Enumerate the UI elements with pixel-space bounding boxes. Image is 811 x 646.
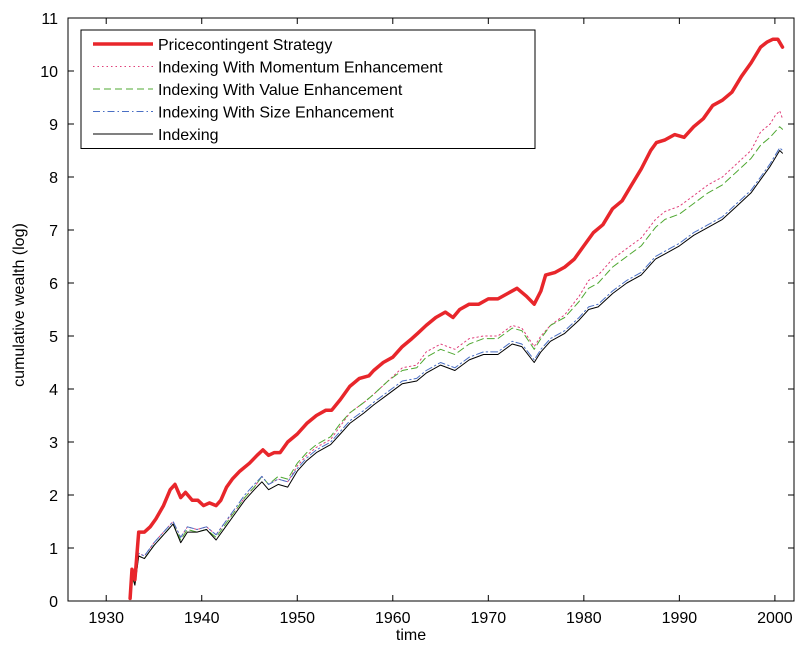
x-tick-label: 1980	[566, 610, 602, 627]
y-tick-label: 4	[49, 382, 58, 399]
y-tick-label: 7	[49, 223, 58, 240]
y-tick-label: 8	[49, 170, 58, 187]
y-tick-label: 3	[49, 435, 58, 452]
y-axis-label: cumulative wealth (log)	[11, 223, 28, 387]
plot-axes: 1930 1940 1950 1960 1970 1980 1990 2000 0 1 2 3 4 5 6 7…	[40, 11, 795, 627]
x-axis-label: time	[396, 627, 426, 644]
y-tick-label: 6	[49, 276, 58, 293]
y-tick-label: 9	[49, 117, 58, 134]
y-tick-label: 10	[40, 64, 58, 81]
legend-label-0: Pricecontingent Strategy	[158, 37, 332, 54]
series-line-4	[129, 150, 783, 599]
legend-label-4: Indexing	[158, 127, 219, 144]
legend-label-3: Indexing With Size Enhancement	[158, 105, 394, 122]
x-tick-label: 1990	[662, 610, 698, 627]
series-line-1	[129, 110, 783, 597]
series-lines	[128, 37, 785, 601]
y-tick-label: 0	[49, 594, 58, 611]
y-tick-label: 1	[49, 541, 58, 558]
y-tick-label: 2	[49, 488, 58, 505]
x-tick-label: 1940	[184, 610, 220, 627]
series-line-3	[129, 147, 783, 597]
series-line-2	[129, 126, 783, 599]
x-tick-label: 2000	[757, 610, 793, 627]
y-tick-label: 5	[49, 329, 58, 346]
legend: Pricecontingent Strategy Indexing With Mo…	[80, 29, 536, 149]
legend-label-2: Indexing With Value Enhancement	[158, 82, 403, 99]
legend-box	[80, 29, 536, 149]
plot-frame	[67, 17, 795, 602]
x-tick-label: 1930	[88, 610, 124, 627]
x-tick-label: 1960	[375, 610, 411, 627]
y-tick-label: 11	[41, 11, 58, 28]
series-line-0	[128, 37, 785, 601]
x-tick-label: 1950	[279, 610, 315, 627]
x-tick-label: 1970	[471, 610, 507, 627]
legend-label-1: Indexing With Momentum Enhancement	[158, 60, 443, 77]
